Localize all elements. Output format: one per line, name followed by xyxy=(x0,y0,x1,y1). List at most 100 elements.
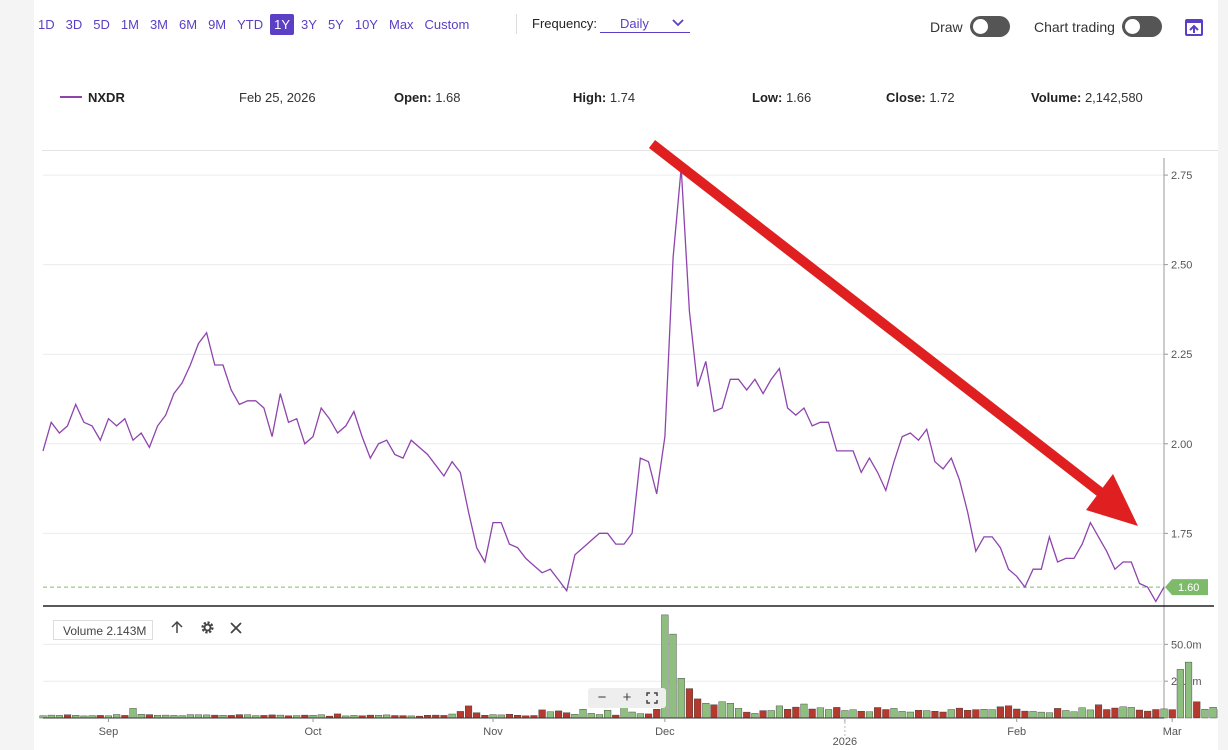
close-value: 1.72 xyxy=(929,90,955,105)
volume-bar xyxy=(669,633,677,719)
volume-bar xyxy=(923,710,931,719)
volume-bar xyxy=(465,705,473,719)
chart-trading-toggle[interactable] xyxy=(1122,16,1162,37)
y-tick-label: 2.00 xyxy=(1171,439,1192,451)
export-icon[interactable] xyxy=(1184,17,1204,37)
volume-bar xyxy=(579,709,587,719)
x-tick-label: Dec xyxy=(655,726,675,738)
range-button-1m[interactable]: 1M xyxy=(120,17,139,32)
trend-arrow-head xyxy=(1086,474,1138,526)
volume-bar xyxy=(555,710,563,719)
volume-bar xyxy=(915,710,923,719)
volume-value: 2,142,580 xyxy=(1084,90,1143,105)
volume-bar xyxy=(113,714,121,719)
volume-bar xyxy=(137,714,145,719)
volume-bar xyxy=(833,707,841,719)
volume-bar xyxy=(489,714,497,719)
volume-bar xyxy=(1135,709,1143,719)
range-button-custom[interactable]: Custom xyxy=(424,17,470,32)
arrow-up-icon[interactable] xyxy=(167,620,187,640)
volume-bar xyxy=(563,712,571,719)
volume-bar xyxy=(710,704,718,719)
low-label: Low: xyxy=(752,90,783,105)
range-button-9m[interactable]: 9M xyxy=(208,17,227,32)
toolbar-divider xyxy=(516,14,517,34)
range-button-6m[interactable]: 6M xyxy=(179,17,198,32)
zoom-controls: − + xyxy=(588,688,666,708)
toggle-knob xyxy=(1125,19,1140,34)
zoom-out-button[interactable]: − xyxy=(597,689,607,706)
range-button-5y[interactable]: 5Y xyxy=(327,17,344,32)
toggle-knob xyxy=(973,19,988,34)
range-button-1d[interactable]: 1D xyxy=(38,17,55,32)
volume-bar xyxy=(235,714,243,719)
volume-bar xyxy=(505,714,514,719)
x-tick-label: Feb xyxy=(1007,726,1026,738)
reset-zoom-icon[interactable] xyxy=(642,688,662,710)
volume-bar xyxy=(1054,708,1062,719)
range-button-10y[interactable]: 10Y xyxy=(354,17,378,32)
range-button-3d[interactable]: 3D xyxy=(65,17,83,32)
ohlc-info-row: NXDR Feb 25, 2026 Open: 1.68 High: 1.74 … xyxy=(34,90,1218,108)
volume-bar xyxy=(906,711,914,719)
volume-bar xyxy=(628,711,636,719)
volume-bar xyxy=(1201,709,1209,719)
volume-bar xyxy=(456,711,464,719)
volume-bar xyxy=(448,713,456,719)
range-button-3m[interactable]: 3M xyxy=(149,17,168,32)
legend-swatch xyxy=(60,96,82,98)
symbol-label: NXDR xyxy=(88,90,125,105)
volume-bar xyxy=(1037,711,1045,719)
volume-bar xyxy=(1070,711,1078,719)
close-label: Close: xyxy=(886,90,926,105)
volume-tick-label: 50.0m xyxy=(1171,639,1202,651)
range-button-3y[interactable]: 3Y xyxy=(301,17,317,32)
volume-bar xyxy=(825,709,833,719)
range-button-max[interactable]: Max xyxy=(388,17,414,32)
y-tick-label: 1.75 xyxy=(1171,528,1192,540)
volume-bar xyxy=(1127,707,1135,719)
high-label: High: xyxy=(573,90,607,105)
volume-bar xyxy=(1045,712,1053,719)
y-tick-label: 2.50 xyxy=(1171,260,1192,272)
volume-bar xyxy=(636,713,644,719)
y-tick-label: 2.75 xyxy=(1171,170,1192,182)
price-chart[interactable]: 1.752.002.252.502.751.6025.0m50.0mSepOct… xyxy=(34,0,1218,750)
volume-bar xyxy=(1005,705,1013,719)
volume-bar xyxy=(645,713,653,719)
close-icon[interactable] xyxy=(226,620,246,640)
date-label: Feb 25, 2026 xyxy=(239,90,316,105)
range-button-ytd[interactable]: YTD xyxy=(237,17,264,32)
zoom-in-button[interactable]: + xyxy=(622,689,632,706)
volume-bar xyxy=(792,706,800,719)
volume-bar xyxy=(808,708,816,719)
gear-icon[interactable] xyxy=(197,620,217,640)
volume-bar xyxy=(571,714,579,719)
volume-bar xyxy=(1184,661,1193,719)
range-button-5d[interactable]: 5D xyxy=(93,17,110,32)
volume-bar xyxy=(980,709,988,719)
volume-bar xyxy=(1086,709,1094,719)
volume-bar xyxy=(816,707,824,719)
volume-bar xyxy=(955,707,963,719)
volume-bar xyxy=(1193,701,1201,719)
volume-bar xyxy=(1078,707,1086,719)
volume-bar xyxy=(972,709,980,719)
volume-bar xyxy=(653,709,661,719)
frequency-value: Daily xyxy=(620,16,649,31)
volume-bar xyxy=(735,708,743,719)
volume-bar xyxy=(702,703,710,719)
volume-bar xyxy=(1111,707,1119,719)
frequency-select[interactable]: Daily xyxy=(600,14,690,33)
volume-bar xyxy=(784,709,792,719)
draw-toggle[interactable] xyxy=(970,16,1010,37)
draw-label: Draw xyxy=(930,19,963,35)
volume-bar xyxy=(1160,708,1168,719)
range-button-1y[interactable]: 1Y xyxy=(270,14,295,35)
volume-bar xyxy=(1062,710,1070,719)
volume-bar xyxy=(718,701,726,719)
trend-arrow-shaft xyxy=(648,140,1104,496)
volume-bar xyxy=(931,711,939,719)
x-tick-label: 2026 xyxy=(833,736,857,748)
volume-bar xyxy=(334,713,342,719)
